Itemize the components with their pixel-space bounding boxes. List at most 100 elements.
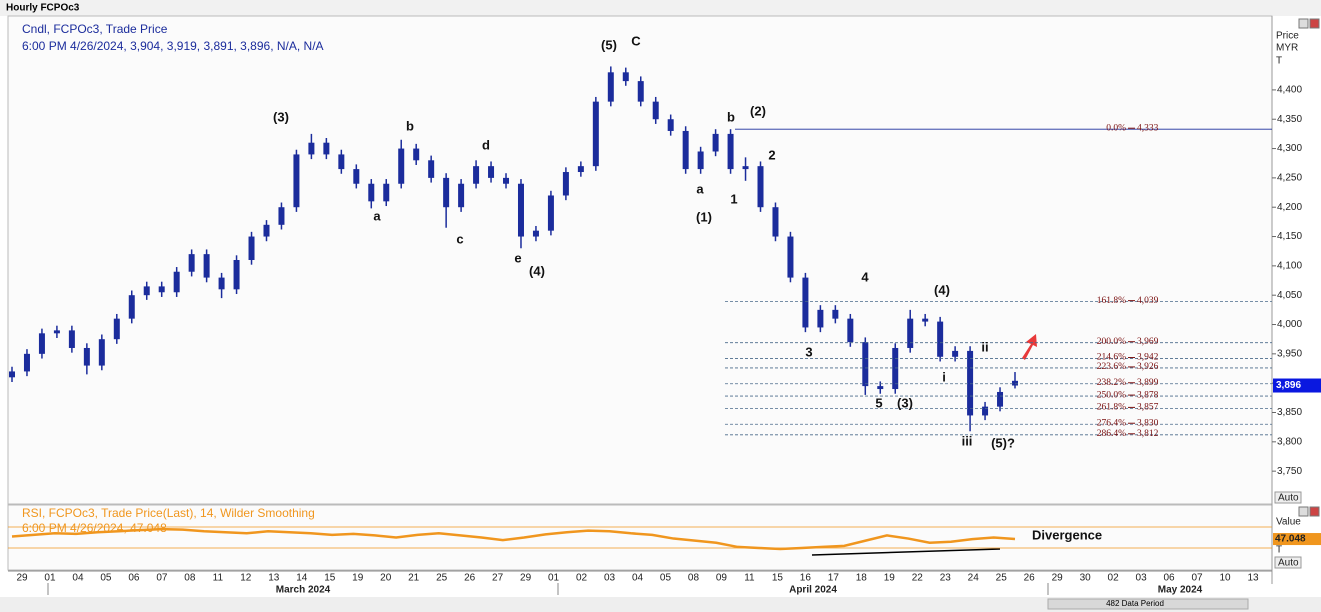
auto-button[interactable]	[1274, 556, 1302, 569]
data-period: 482 Data Period	[1106, 599, 1164, 608]
date-label: 01	[548, 573, 560, 584]
wave-label: (4)	[529, 263, 545, 278]
y-tick-label: 4,050	[1277, 290, 1302, 301]
window-button[interactable]	[1298, 18, 1309, 29]
date-label: 14	[296, 573, 308, 584]
divergence-label: Divergence	[1032, 527, 1102, 542]
auto-label[interactable]: Auto	[1278, 493, 1299, 504]
candle-body	[323, 142, 330, 155]
date-label: 30	[1080, 573, 1092, 584]
candle-body	[577, 166, 584, 173]
scrollbar[interactable]	[0, 597, 1321, 612]
wave-label: b	[406, 118, 414, 133]
title-bar	[0, 0, 1321, 16]
scroll-thumb[interactable]	[1047, 598, 1249, 610]
candle-body	[832, 309, 839, 319]
date-label: 05	[100, 573, 112, 584]
wave-label: (3)	[273, 109, 289, 124]
candle-body	[68, 330, 75, 348]
auto-label[interactable]: Auto	[1278, 558, 1299, 569]
candle-body	[727, 133, 734, 170]
rsi-plot	[7, 504, 1273, 571]
last-price-tag	[1273, 378, 1321, 393]
fib-value: 3,969	[1137, 337, 1159, 347]
date-label: 02	[1108, 573, 1120, 584]
y-tick-label: 4,400	[1277, 85, 1302, 96]
wave-label: (5)	[601, 37, 617, 52]
wave-label: e	[514, 250, 521, 265]
wave-label: c	[456, 231, 463, 246]
date-label: 03	[604, 573, 616, 584]
window-button[interactable]	[1298, 506, 1309, 517]
wave-label: a	[696, 181, 704, 196]
date-label: 11	[213, 573, 224, 584]
rsi-legend: RSI, FCPOc3, Trade Price(Last), 14, Wild…	[22, 506, 315, 520]
rsi-line	[11, 527, 1016, 551]
month-label: May 2024	[1158, 585, 1203, 596]
date-label: 07	[1191, 573, 1203, 584]
last-price-label: 3,896	[1276, 380, 1301, 391]
fib-label: 0.0%	[1106, 123, 1126, 133]
fib-value: 3,926	[1137, 362, 1159, 372]
wave-label: 5	[875, 395, 882, 410]
candle-body	[9, 371, 15, 378]
date-label: 19	[884, 573, 896, 584]
rsi-tag-label: 47.048	[1275, 534, 1306, 545]
date-label: 11	[744, 573, 755, 584]
fib-label: 238.2%	[1097, 378, 1126, 388]
date-label: 26	[464, 573, 476, 584]
date-label: 12	[240, 573, 252, 584]
wave-label: a	[373, 208, 381, 223]
date-label: 17	[828, 573, 840, 584]
price-legend: Cndl, FCPOc3, Trade Price	[22, 22, 168, 36]
candle-body	[547, 195, 554, 231]
candle-body	[173, 271, 180, 293]
auto-button[interactable]	[1274, 491, 1302, 504]
fib-label: 250.0%	[1097, 390, 1126, 400]
window-button[interactable]	[1309, 506, 1320, 517]
axis-label: Value	[1276, 517, 1301, 528]
y-tick-label: 3,800	[1277, 436, 1302, 447]
date-label: 26	[1024, 573, 1036, 584]
wave-label: b	[727, 109, 735, 124]
fib-value: 3,878	[1137, 390, 1159, 400]
candle-body	[443, 177, 450, 208]
candle-body	[23, 353, 30, 372]
fib-label: 276.4%	[1097, 418, 1126, 428]
date-label: 01	[44, 573, 56, 584]
axis-label: T	[1276, 56, 1282, 67]
candle-body	[383, 183, 390, 202]
candle-body	[637, 81, 644, 102]
price-legend-values: 6:00 PM 4/26/2024, 3,904, 3,919, 3,891, …	[22, 39, 324, 53]
date-label: 21	[408, 573, 420, 584]
wave-label: d	[482, 137, 490, 152]
date-label: 06	[128, 573, 140, 584]
candle-body	[682, 130, 689, 170]
date-label: 15	[324, 573, 336, 584]
candle-body	[473, 166, 480, 184]
rsi-tag	[1273, 533, 1321, 546]
fib-value: 3,942	[1137, 353, 1159, 363]
candle-body	[937, 321, 944, 357]
y-tick-label: 4,100	[1277, 261, 1302, 272]
wave-label: 4	[861, 269, 869, 284]
candle-body	[772, 207, 779, 237]
fib-value: 3,857	[1137, 403, 1159, 413]
candle-body	[218, 277, 225, 290]
fib-label: 200.0%	[1097, 337, 1126, 347]
candle-body	[458, 183, 465, 208]
candle-body	[607, 72, 614, 102]
date-label: 02	[576, 573, 588, 584]
date-label: 29	[1052, 573, 1064, 584]
candle-body	[428, 160, 435, 178]
wave-label: (2)	[750, 103, 766, 118]
date-label: 13	[268, 573, 280, 584]
fib-value: 3,812	[1137, 429, 1159, 439]
date-label: 27	[492, 573, 504, 584]
window-button[interactable]	[1309, 18, 1320, 29]
candle-body	[712, 133, 719, 152]
y-tick-label: 4,000	[1277, 319, 1302, 330]
fib-value: 4,333	[1137, 123, 1159, 133]
fib-label: 161.8%	[1097, 296, 1126, 306]
date-label: 07	[156, 573, 168, 584]
